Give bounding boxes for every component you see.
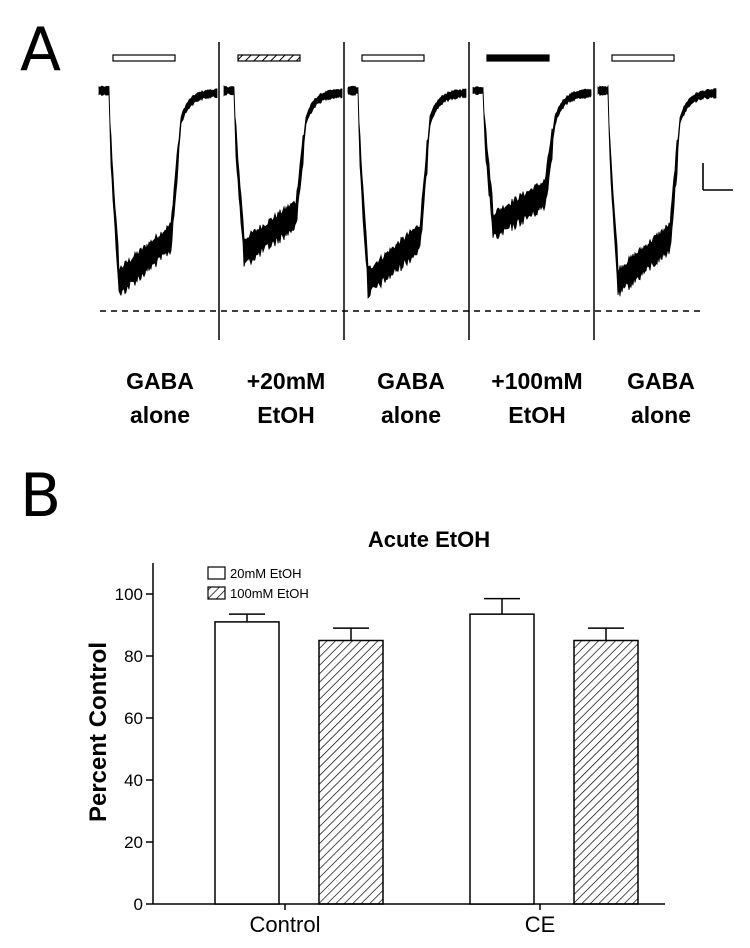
scale-bar: [702, 163, 733, 191]
current-trace: [347, 85, 467, 299]
condition-label-1-line2: alone: [129, 402, 191, 428]
drug-application-bar: [112, 54, 176, 62]
drug-application-bar: [486, 54, 550, 62]
condition-label-1-line1: GABA: [126, 368, 194, 394]
x-tick-label-ce: CE: [525, 912, 556, 937]
condition-label-3-line2: alone: [380, 402, 442, 428]
bar-control-series-2: [318, 639, 384, 905]
legend-swatch-2: [207, 586, 226, 600]
current-trace: [472, 86, 592, 240]
bar-ce-series-2: [573, 639, 639, 905]
y-tick-label: 80: [124, 647, 143, 666]
x-tick-label-control: Control: [250, 912, 321, 937]
bar-ce-series-1: [469, 613, 535, 905]
chart-title: Acute EtOH: [368, 527, 490, 552]
condition-label-2-line1: +20mM: [246, 368, 326, 394]
condition-label-4: +100mM EtOH: [472, 364, 602, 432]
condition-label-3-line1: GABA: [377, 368, 445, 394]
condition-label-1: GABA alone: [95, 364, 225, 432]
drug-application-bar: [237, 54, 301, 62]
condition-label-5-line1: GABA: [627, 368, 695, 394]
current-trace: [223, 85, 343, 267]
bar-control-series-1: [214, 621, 280, 905]
current-trace: [98, 85, 218, 297]
drug-application-bar: [611, 54, 675, 62]
condition-label-2-line2: EtOH: [257, 402, 315, 428]
y-tick-label: 100: [115, 585, 143, 604]
legend-swatch-1: [207, 566, 226, 580]
drug-application-bar: [361, 54, 425, 62]
legend-label-1: 20mM EtOH: [230, 566, 302, 581]
panel-a-traces: [98, 42, 733, 340]
y-tick-label: 40: [124, 771, 143, 790]
current-trace: [597, 84, 717, 297]
condition-label-3: GABA alone: [346, 364, 476, 432]
y-tick-label: 60: [124, 709, 143, 728]
panel-b-letter: B: [20, 461, 62, 531]
y-tick-label: 20: [124, 833, 143, 852]
condition-label-4-line1: +100mM: [491, 368, 583, 394]
panel-a-letter: A: [20, 15, 62, 85]
condition-label-2: +20mM EtOH: [221, 364, 351, 432]
y-axis-label: Percent Control: [85, 642, 112, 822]
legend-label-2: 100mM EtOH: [230, 586, 309, 601]
condition-label-5: GABA alone: [596, 364, 726, 432]
condition-label-4-line2: EtOH: [508, 402, 566, 428]
y-tick-label: 0: [134, 895, 143, 914]
condition-label-5-line2: alone: [630, 402, 692, 428]
